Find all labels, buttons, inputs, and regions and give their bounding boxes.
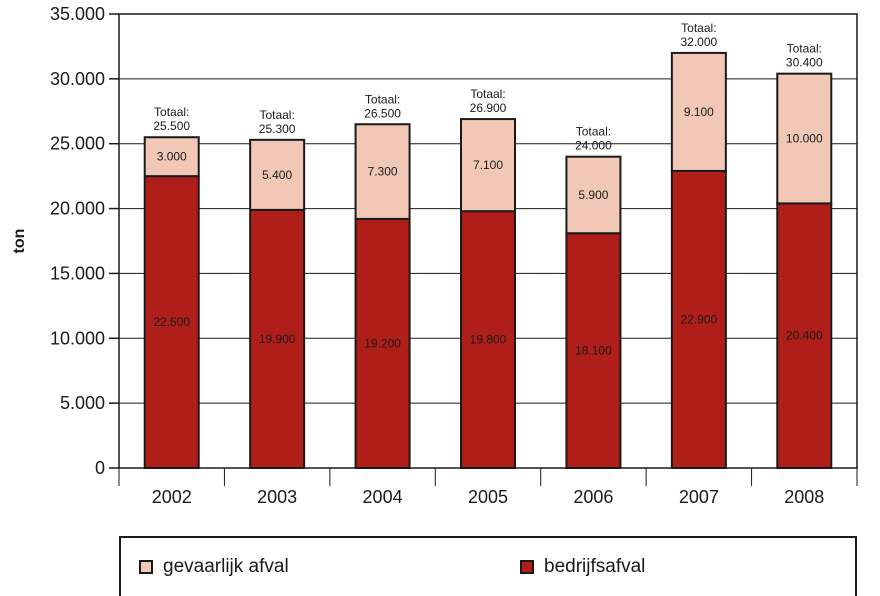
total-prefix-label: Totaal: — [576, 125, 611, 139]
data-label-gevaarlijk-afval: 3.000 — [157, 150, 187, 164]
y-tick-label: 25.000 — [50, 134, 105, 154]
x-tick-label: 2003 — [257, 487, 297, 507]
total-value-label: 24.000 — [575, 139, 612, 153]
data-label-bedrijfsafval: 19.800 — [470, 333, 507, 347]
legend: gevaarlijk afval bedrijfsafval — [119, 536, 857, 596]
bar-gevaarlijk-afval — [143, 136, 200, 178]
bar-bedrijfsafval — [670, 169, 727, 469]
data-labels: 22.5003.000Totaal:25.50019.9005.400Totaa… — [153, 21, 823, 358]
stacked-bar-chart: 22.5003.000Totaal:25.50019.9005.400Totaa… — [11, 4, 858, 507]
x-tick-label: 2008 — [784, 487, 824, 507]
bars — [143, 51, 833, 470]
data-label-gevaarlijk-afval: 5.900 — [578, 188, 608, 202]
bar-gevaarlijk-afval — [565, 155, 622, 235]
bar-bedrijfsafval — [354, 217, 411, 469]
x-tick-label: 2004 — [363, 487, 403, 507]
bar-gevaarlijk-afval — [460, 118, 516, 213]
data-label-gevaarlijk-afval: 5.400 — [262, 168, 292, 182]
bar-bedrijfsafval — [460, 210, 516, 469]
total-prefix-label: Totaal: — [470, 87, 505, 101]
y-axis-title: ton — [11, 229, 28, 254]
total-prefix-label: Totaal: — [787, 42, 822, 56]
total-value-label: 30.400 — [786, 56, 823, 70]
legend-item-bedrijfsafval: bedrijfsafval — [520, 556, 645, 578]
bar-bedrijfsafval — [249, 208, 306, 470]
y-tick-label: 35.000 — [50, 4, 105, 24]
data-label-bedrijfsafval: 19.900 — [259, 332, 296, 346]
plot-frame — [118, 13, 858, 469]
total-value-label: 26.900 — [470, 101, 507, 115]
y-tick-label: 20.000 — [50, 199, 105, 219]
legend-swatch-gevaarlijk-afval — [139, 560, 153, 574]
y-tick-label: 30.000 — [50, 69, 105, 89]
x-tick-label: 2007 — [679, 487, 719, 507]
total-value-label: 32.000 — [681, 35, 718, 49]
axes: 0 5.000 10.000 15.000 20.000 25.000 30.000 35.0… — [50, 4, 858, 507]
total-value-label: 25.500 — [153, 119, 190, 133]
total-value-label: 25.300 — [259, 122, 296, 136]
y-tick-label: 10.000 — [50, 328, 105, 348]
legend-swatch-bedrijfsafval — [520, 560, 534, 574]
total-prefix-label: Totaal: — [681, 21, 716, 35]
data-label-gevaarlijk-afval: 7.300 — [368, 165, 398, 179]
x-tick-label: 2006 — [573, 487, 613, 507]
data-label-bedrijfsafval: 22.500 — [153, 315, 190, 329]
data-label-gevaarlijk-afval: 9.100 — [684, 105, 714, 119]
x-tick-label: 2002 — [152, 487, 192, 507]
bar-gevaarlijk-afval — [670, 51, 727, 172]
total-prefix-label: Totaal: — [259, 108, 294, 122]
total-prefix-label: Totaal: — [154, 105, 189, 119]
bar-gevaarlijk-afval — [776, 72, 833, 205]
y-tick-label: 0 — [95, 458, 105, 478]
data-label-gevaarlijk-afval: 10.000 — [786, 132, 823, 146]
data-label-gevaarlijk-afval: 7.100 — [473, 158, 503, 172]
legend-label-bedrijfsafval: bedrijfsafval — [544, 556, 646, 577]
y-tick-label: 5.000 — [60, 393, 105, 413]
x-tick-label: 2005 — [468, 487, 508, 507]
data-label-bedrijfsafval: 20.400 — [786, 329, 823, 343]
legend-label-gevaarlijk-afval: gevaarlijk afval — [163, 556, 289, 577]
total-prefix-label: Totaal: — [365, 92, 400, 106]
bar-gevaarlijk-afval — [354, 123, 411, 220]
data-label-bedrijfsafval: 22.900 — [681, 312, 718, 326]
bar-gevaarlijk-afval — [249, 138, 306, 211]
data-label-bedrijfsafval: 19.200 — [364, 336, 401, 350]
total-value-label: 26.500 — [364, 106, 401, 120]
data-label-bedrijfsafval: 18.100 — [575, 344, 612, 358]
bar-bedrijfsafval — [776, 202, 833, 470]
legend-item-gevaarlijk-afval: gevaarlijk afval — [139, 556, 289, 578]
y-tick-label: 15.000 — [50, 263, 105, 283]
